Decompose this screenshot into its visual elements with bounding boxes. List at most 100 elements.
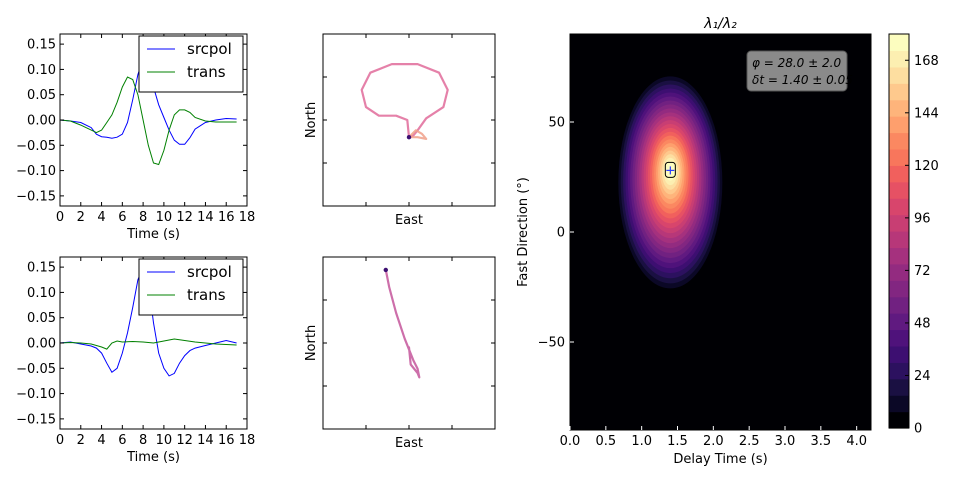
colorbar-segment [889, 411, 909, 429]
colorbar-segment [889, 50, 909, 68]
x-tick-label: 3.0 [775, 434, 796, 449]
motion-trace-tail [407, 129, 428, 140]
series-line-trans [59, 338, 237, 350]
legend: srcpol trans [138, 35, 244, 93]
y-axis-label: North [304, 325, 319, 361]
colorbar-segment [889, 214, 909, 232]
annotation-dt: δt = 1.40 ± 0.05 [752, 73, 853, 87]
colorbar-tick-label: 48 [914, 316, 931, 331]
x-tick-label: 14 [197, 433, 214, 448]
colorbar-segment [889, 181, 909, 199]
x-tick-label: 2 [77, 210, 85, 225]
y-tick-label: 0.15 [27, 261, 56, 276]
y-tick-label: 0.00 [27, 337, 56, 352]
colorbar-tick-label: 120 [914, 159, 939, 174]
colorbar-segment [889, 313, 909, 331]
y-axis-label: North [304, 102, 319, 138]
x-tick-label: 16 [218, 433, 235, 448]
heatmap-background [570, 34, 871, 430]
colorbar-segment [889, 83, 909, 101]
x-tick-label: 0.0 [560, 434, 581, 449]
legend-box [138, 258, 244, 316]
x-tick-label: 2.5 [739, 434, 760, 449]
annotation: φ = 28.0 ± 2.0 δt = 1.40 ± 0.05 [746, 50, 853, 92]
y-tick-label: 0.00 [27, 114, 56, 129]
y-axis-label: Fast Direction (°) [516, 177, 531, 287]
plot-area [323, 34, 495, 206]
y-tick-label: 0 [557, 226, 565, 241]
x-tick-label: 18 [239, 433, 256, 448]
colorbar-segment [889, 395, 909, 413]
colorbar-segment [889, 99, 909, 117]
legend-label-srcpol: srcpol [187, 40, 232, 58]
x-tick-label: 12 [176, 433, 193, 448]
x-tick-label: 4 [97, 433, 105, 448]
annotation-phi: φ = 28.0 ± 2.0 [752, 56, 841, 70]
y-tick-label: 50 [548, 116, 565, 131]
x-tick-label: 14 [197, 210, 214, 225]
motion-origin [406, 135, 412, 140]
legend-label-trans: trans [187, 286, 226, 304]
colorbar-tick-label: 96 [914, 211, 931, 226]
x-tick-label: 18 [239, 210, 256, 225]
colorbar-segment [889, 198, 909, 216]
colorbar-segment [889, 345, 909, 363]
x-tick-label: 6 [118, 433, 126, 448]
colorbar-tick-label: 24 [914, 369, 931, 384]
y-tick-label: −0.05 [16, 139, 56, 154]
colorbar-tick-label: 0 [914, 422, 922, 437]
colorbar-segment [889, 34, 909, 52]
x-axis-label: East [395, 213, 423, 228]
legend: srcpol trans [138, 258, 244, 316]
x-tick-label: 1.0 [631, 434, 652, 449]
colorbar: 0 24 48 72 96 120 144 168 [888, 33, 939, 437]
x-tick-label: 6 [118, 210, 126, 225]
particle-motion-bottom: East North [304, 256, 496, 451]
legend-label-trans: trans [187, 63, 226, 81]
colorbar-segment [889, 378, 909, 396]
y-tick-label: −0.15 [16, 189, 56, 204]
x-tick-label: 0 [56, 210, 64, 225]
y-tick-label: −0.15 [16, 412, 56, 427]
x-tick-label: 4 [97, 210, 105, 225]
confidence-contour [664, 161, 676, 178]
series-line-trans [59, 76, 237, 166]
colorbar-segment [889, 132, 909, 150]
x-tick-label: 10 [156, 433, 173, 448]
time-series-top: −0.15 −0.10 −0.05 0.00 0.05 0.10 0.15 0 2 4 6 8 10 12… [16, 33, 256, 242]
y-tick-label: −50 [538, 336, 565, 351]
motion-trace-loop [360, 62, 449, 139]
particle-motion-top: East North [304, 33, 496, 228]
x-axis-label: East [395, 436, 423, 451]
legend-box [138, 35, 244, 93]
y-tick-label: 0.10 [27, 286, 56, 301]
x-tick-label: 8 [139, 433, 147, 448]
heatmap-title: λ₁/λ₂ [703, 16, 737, 32]
colorbar-segment [889, 247, 909, 265]
eigenvalue-heatmap: φ = 28.0 ± 2.0 δt = 1.40 ± 0.05 0.0 0.5 1.0 1… [516, 16, 872, 467]
colorbar-segment [889, 116, 909, 134]
heatmap-field [570, 34, 871, 430]
annotation-box [746, 50, 848, 92]
x-tick-label: 3.5 [810, 434, 831, 449]
x-tick-label: 16 [218, 210, 235, 225]
colorbar-segment [889, 329, 909, 347]
x-tick-label: 8 [139, 210, 147, 225]
x-tick-label: 12 [176, 210, 193, 225]
x-tick-label: 10 [156, 210, 173, 225]
x-tick-label: 4.0 [846, 434, 867, 449]
colorbar-tick-label: 144 [914, 106, 939, 121]
y-tick-label: 0.05 [27, 88, 56, 103]
colorbar-segment [889, 165, 909, 183]
colorbar-segment [889, 263, 909, 281]
y-tick-label: 0.05 [27, 311, 56, 326]
motion-origin [383, 267, 388, 273]
colorbar-segment [889, 362, 909, 380]
colorbar-segment [889, 296, 909, 314]
colorbar-segment [889, 66, 909, 84]
motion-trace-linear [384, 268, 421, 379]
y-tick-label: 0.10 [27, 63, 56, 78]
y-tick-label: 0.15 [27, 38, 56, 53]
x-axis-label: Delay Time (s) [673, 452, 767, 467]
colorbar-tick-label: 72 [914, 264, 931, 279]
